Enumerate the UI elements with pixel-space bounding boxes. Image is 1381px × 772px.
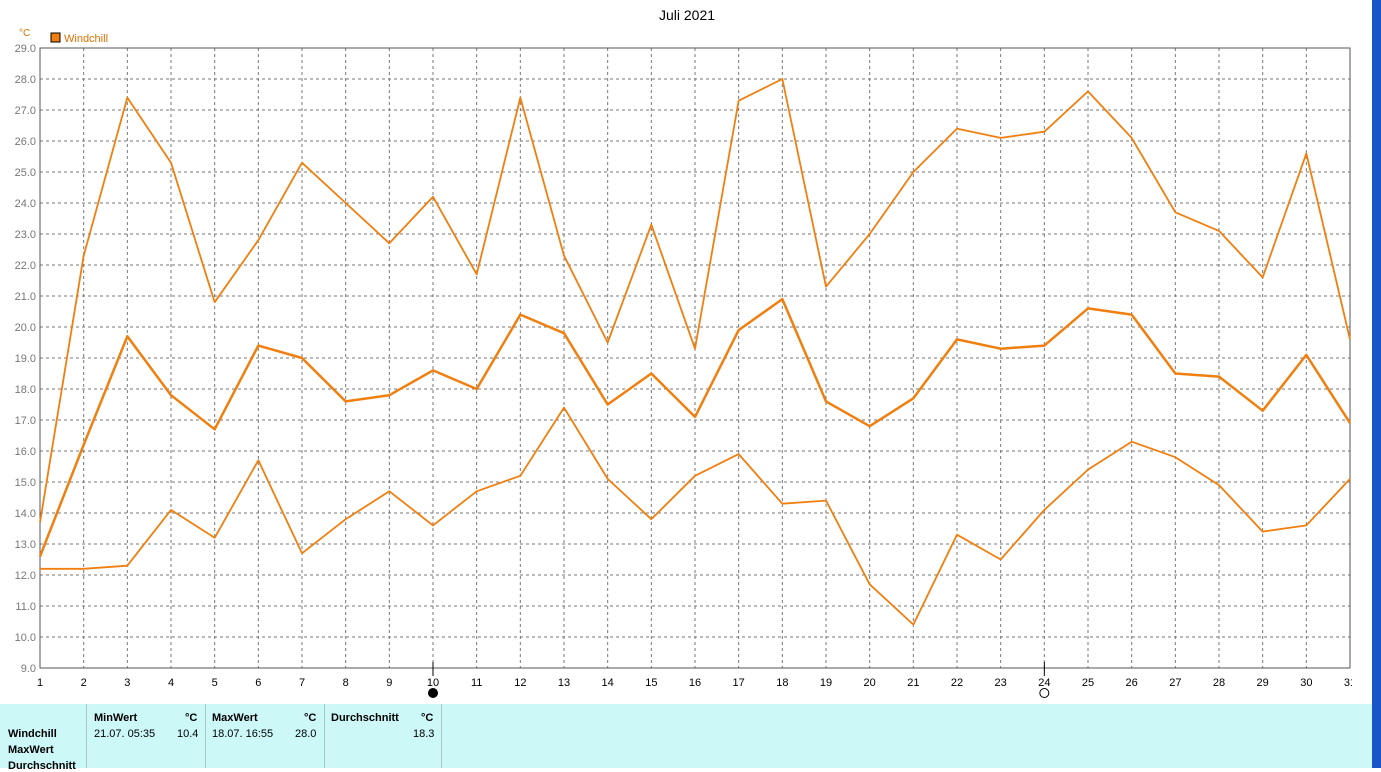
new-moon-marker	[428, 688, 438, 698]
y-tick-label: 25.0	[15, 167, 36, 179]
y-tick-label: 29.0	[15, 43, 36, 55]
moon-phases	[428, 662, 1050, 698]
y-tick-label: 20.0	[15, 322, 36, 334]
plot-frame	[39, 47, 1351, 669]
x-tick-label: 17	[733, 677, 745, 689]
x-tick-label: 4	[168, 677, 174, 689]
y-tick-label: 18.0	[15, 384, 36, 396]
y-tick-label: 23.0	[15, 229, 36, 241]
y-tick-label: 22.0	[15, 260, 36, 272]
x-tick-label: 19	[820, 677, 832, 689]
x-tick-label: 11	[471, 677, 482, 689]
y-tick-label: 14.0	[15, 508, 36, 520]
row-label-windchill: Windchill	[8, 728, 57, 740]
y-tick-label: 27.0	[15, 105, 36, 117]
min-unit: °C	[185, 712, 198, 724]
y-tick-label: 24.0	[15, 198, 36, 210]
y-tick-label: 28.0	[15, 74, 36, 86]
x-tick-label: 30	[1300, 677, 1312, 689]
x-tick-label: 27	[1169, 677, 1181, 689]
x-tick-label: 2	[81, 677, 87, 689]
x-tick-label: 29	[1257, 677, 1269, 689]
x-tick-label: 21	[907, 677, 919, 689]
min-value: 10.4	[177, 728, 199, 740]
y-tick-label: 16.0	[15, 446, 36, 458]
min-datetime: 21.07. 05:35	[94, 728, 156, 740]
statistics-panel: Windchill MaxWert Durchschnitt MinWert °…	[0, 704, 1372, 772]
series-lines	[38, 78, 1352, 626]
stats-row-labels: Windchill MaxWert Durchschnitt	[0, 704, 87, 772]
y-tick-label: 11.0	[15, 601, 36, 613]
legend-label-windchill: Windchill	[64, 33, 108, 45]
max-value: 28.0	[295, 728, 317, 740]
x-tick-label: 22	[951, 677, 963, 689]
x-tick-label: 31	[1344, 677, 1352, 689]
x-tick-label: 18	[776, 677, 788, 689]
max-unit: °C	[304, 712, 317, 724]
x-tick-label: 6	[255, 677, 261, 689]
x-tick-label: 8	[343, 677, 349, 689]
x-tick-label: 23	[995, 677, 1007, 689]
series-line-1	[38, 297, 1352, 557]
x-tick-label: 10	[427, 677, 439, 689]
max-datetime: 18.07. 16:55	[212, 728, 274, 740]
grid	[39, 47, 1351, 669]
y-tick-label: 10.0	[15, 632, 36, 644]
row-label-durchschnitt: Durchschnitt	[8, 760, 76, 772]
y-tick-label: 26.0	[15, 136, 36, 148]
row-label-maxwert: MaxWert	[8, 744, 54, 756]
x-tick-label: 15	[645, 677, 657, 689]
y-unit-label: °C	[19, 28, 30, 39]
stats-min-column: MinWert °C 21.07. 05:35 10.4	[87, 704, 206, 768]
windchill-chart: Juli 2021 °C Windchill 9.010.011.012.013…	[15, 7, 1352, 698]
avg-value: 18.3	[413, 728, 435, 740]
x-tick-label: 3	[124, 677, 130, 689]
max-header: MaxWert	[212, 712, 258, 724]
x-tick-label: 24	[1038, 677, 1050, 689]
stats-avg-column: Durchschnitt °C 18.3	[325, 704, 442, 768]
x-tick-label: 1	[37, 677, 43, 689]
y-tick-label: 13.0	[15, 539, 36, 551]
series-line-0	[39, 78, 1351, 523]
y-tick-label: 12.0	[15, 570, 36, 582]
series-line-2	[40, 406, 1351, 626]
full-moon-marker	[1039, 688, 1050, 698]
x-tick-label: 12	[514, 677, 526, 689]
y-tick-label: 9.0	[21, 663, 36, 675]
x-tick-label: 9	[386, 677, 392, 689]
legend-swatch-windchill	[50, 32, 61, 43]
y-tick-label: 17.0	[15, 415, 36, 427]
x-tick-label: 14	[602, 677, 614, 689]
y-tick-label: 21.0	[15, 291, 36, 303]
x-tick-label: 16	[689, 677, 701, 689]
axes: 9.0 10.0 11.0 12.0 13.0 14.0 15.0 16.0 17.0 18.0 1…	[15, 43, 1352, 689]
x-tick-label: 20	[864, 677, 876, 689]
avg-unit: °C	[421, 712, 434, 724]
x-tick-label: 5	[212, 677, 218, 689]
min-header: MinWert	[94, 712, 138, 724]
y-tick-label: 15.0	[15, 477, 36, 489]
x-tick-label: 7	[299, 677, 305, 689]
x-tick-label: 25	[1082, 677, 1094, 689]
x-tick-label: 13	[558, 677, 570, 689]
y-tick-label: 19.0	[15, 353, 36, 365]
chart-title: Juli 2021	[659, 7, 715, 23]
x-tick-label: 26	[1126, 677, 1138, 689]
stats-max-column: MaxWert °C 18.07. 16:55 28.0	[206, 704, 325, 768]
avg-header: Durchschnitt	[331, 712, 399, 724]
x-tick-label: 28	[1213, 677, 1225, 689]
desktop-edge-blue	[1372, 0, 1381, 768]
